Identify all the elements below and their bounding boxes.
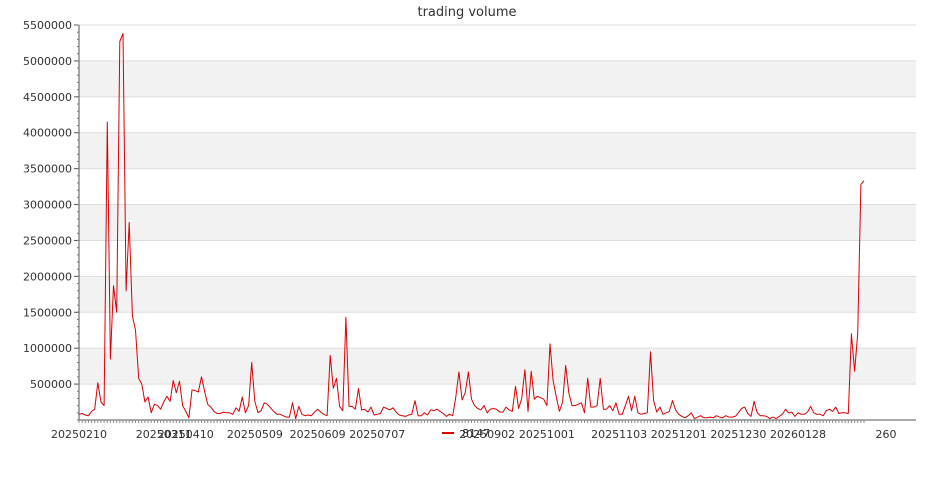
x-tick-label: 20250609 xyxy=(290,428,346,441)
grid-band xyxy=(79,348,916,385)
grid-band xyxy=(79,132,916,169)
y-tick-label: 3000000 xyxy=(23,199,72,212)
grid-band xyxy=(79,60,916,97)
x-tick-label: 20251230 xyxy=(710,428,766,441)
legend: 8147 xyxy=(442,427,490,440)
legend-label-8147: 8147 xyxy=(462,427,490,440)
x-tick-label: 260 xyxy=(875,428,896,441)
background-bands xyxy=(79,60,916,385)
y-tick-label: 2500000 xyxy=(23,234,72,247)
chart-title: trading volume xyxy=(417,5,516,20)
x-tick-label: 20250210 xyxy=(51,428,107,441)
x-tick-label: 20251001 xyxy=(519,428,575,441)
x-tick-label: 20250509 xyxy=(227,428,283,441)
y-tick-label: 1000000 xyxy=(23,342,72,355)
grid-band xyxy=(79,276,916,313)
x-tick-label: 20251201 xyxy=(651,428,707,441)
gridlines xyxy=(79,24,916,385)
x-tick-label: 20250410 xyxy=(158,428,214,441)
x-tick-label: 20250902 xyxy=(459,428,515,441)
y-tick-label: 5000000 xyxy=(23,55,72,68)
y-tick-label: 4000000 xyxy=(23,127,72,140)
x-tick-label: 20250707 xyxy=(349,428,405,441)
y-axis: 500000 1000000 1500000 2000000 2500000 300000… xyxy=(23,19,80,421)
x-tick-label: 20250311 xyxy=(136,428,192,441)
x-tick-label: 20251103 xyxy=(591,428,647,441)
y-tick-label: 2000000 xyxy=(23,270,72,283)
series-line-8147 xyxy=(78,33,865,420)
y-tick-label: 3500000 xyxy=(23,163,72,176)
plot-series xyxy=(78,33,865,420)
x-tick-label: 20260128 xyxy=(770,428,826,441)
y-tick-label: 500000 xyxy=(30,378,72,391)
grid-band xyxy=(79,204,916,241)
y-tick-label: 5500000 xyxy=(23,19,72,32)
y-tick-label: 4500000 xyxy=(23,91,72,104)
y-tick-label: 1500000 xyxy=(23,306,72,319)
